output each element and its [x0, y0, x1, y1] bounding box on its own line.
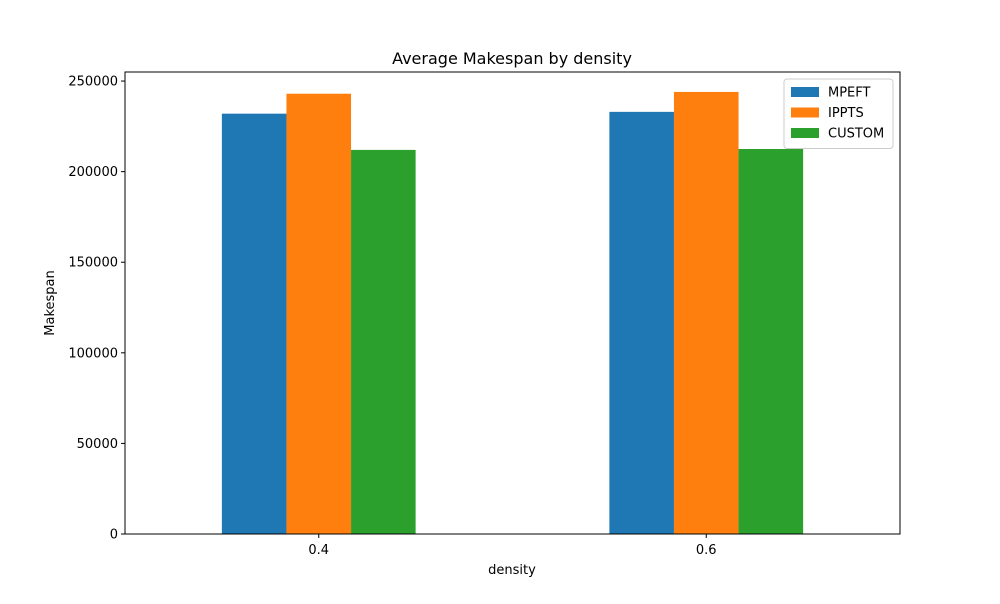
y-tick-label-250000: 250000 [68, 75, 118, 90]
bar-custom-0.4 [351, 149, 416, 534]
bar-custom-0.6 [738, 149, 804, 534]
x-axis-label: density [488, 563, 536, 578]
legend-label-ippts: IPPTS [828, 106, 864, 121]
legend-swatch-custom [791, 128, 819, 138]
bars-group [221, 91, 804, 534]
legend-label-mpeft: MPEFT [828, 86, 871, 101]
legend-label-custom: CUSTOM [828, 127, 884, 142]
bar-ippts-0.4 [286, 93, 352, 534]
plot-frame [124, 71, 901, 535]
y-tick-label-0: 0 [110, 528, 118, 543]
legend: MPEFT IPPTS CUSTOM [783, 78, 894, 149]
y-axis-label: Makespan [43, 270, 58, 335]
x-axis-ticks: 0.4 0.6 [308, 534, 717, 558]
y-tick-label-200000: 200000 [68, 165, 118, 180]
legend-swatch-mpeft [791, 87, 819, 97]
y-tick-label-150000: 150000 [68, 256, 118, 271]
y-axis-ticks: 0 50000 100000 150000 200000 250000 [68, 75, 125, 543]
x-tick-label-0.4: 0.4 [308, 543, 329, 558]
y-tick-label-50000: 50000 [77, 437, 118, 452]
x-tick-label-0.6: 0.6 [696, 543, 717, 558]
bar-mpeft-0.6 [609, 111, 674, 534]
bar-ippts-0.6 [673, 91, 739, 534]
bar-mpeft-0.4 [221, 113, 287, 534]
chart-title: Average Makespan by density [392, 49, 632, 68]
y-tick-label-100000: 100000 [68, 346, 118, 361]
legend-swatch-ippts [791, 107, 819, 118]
